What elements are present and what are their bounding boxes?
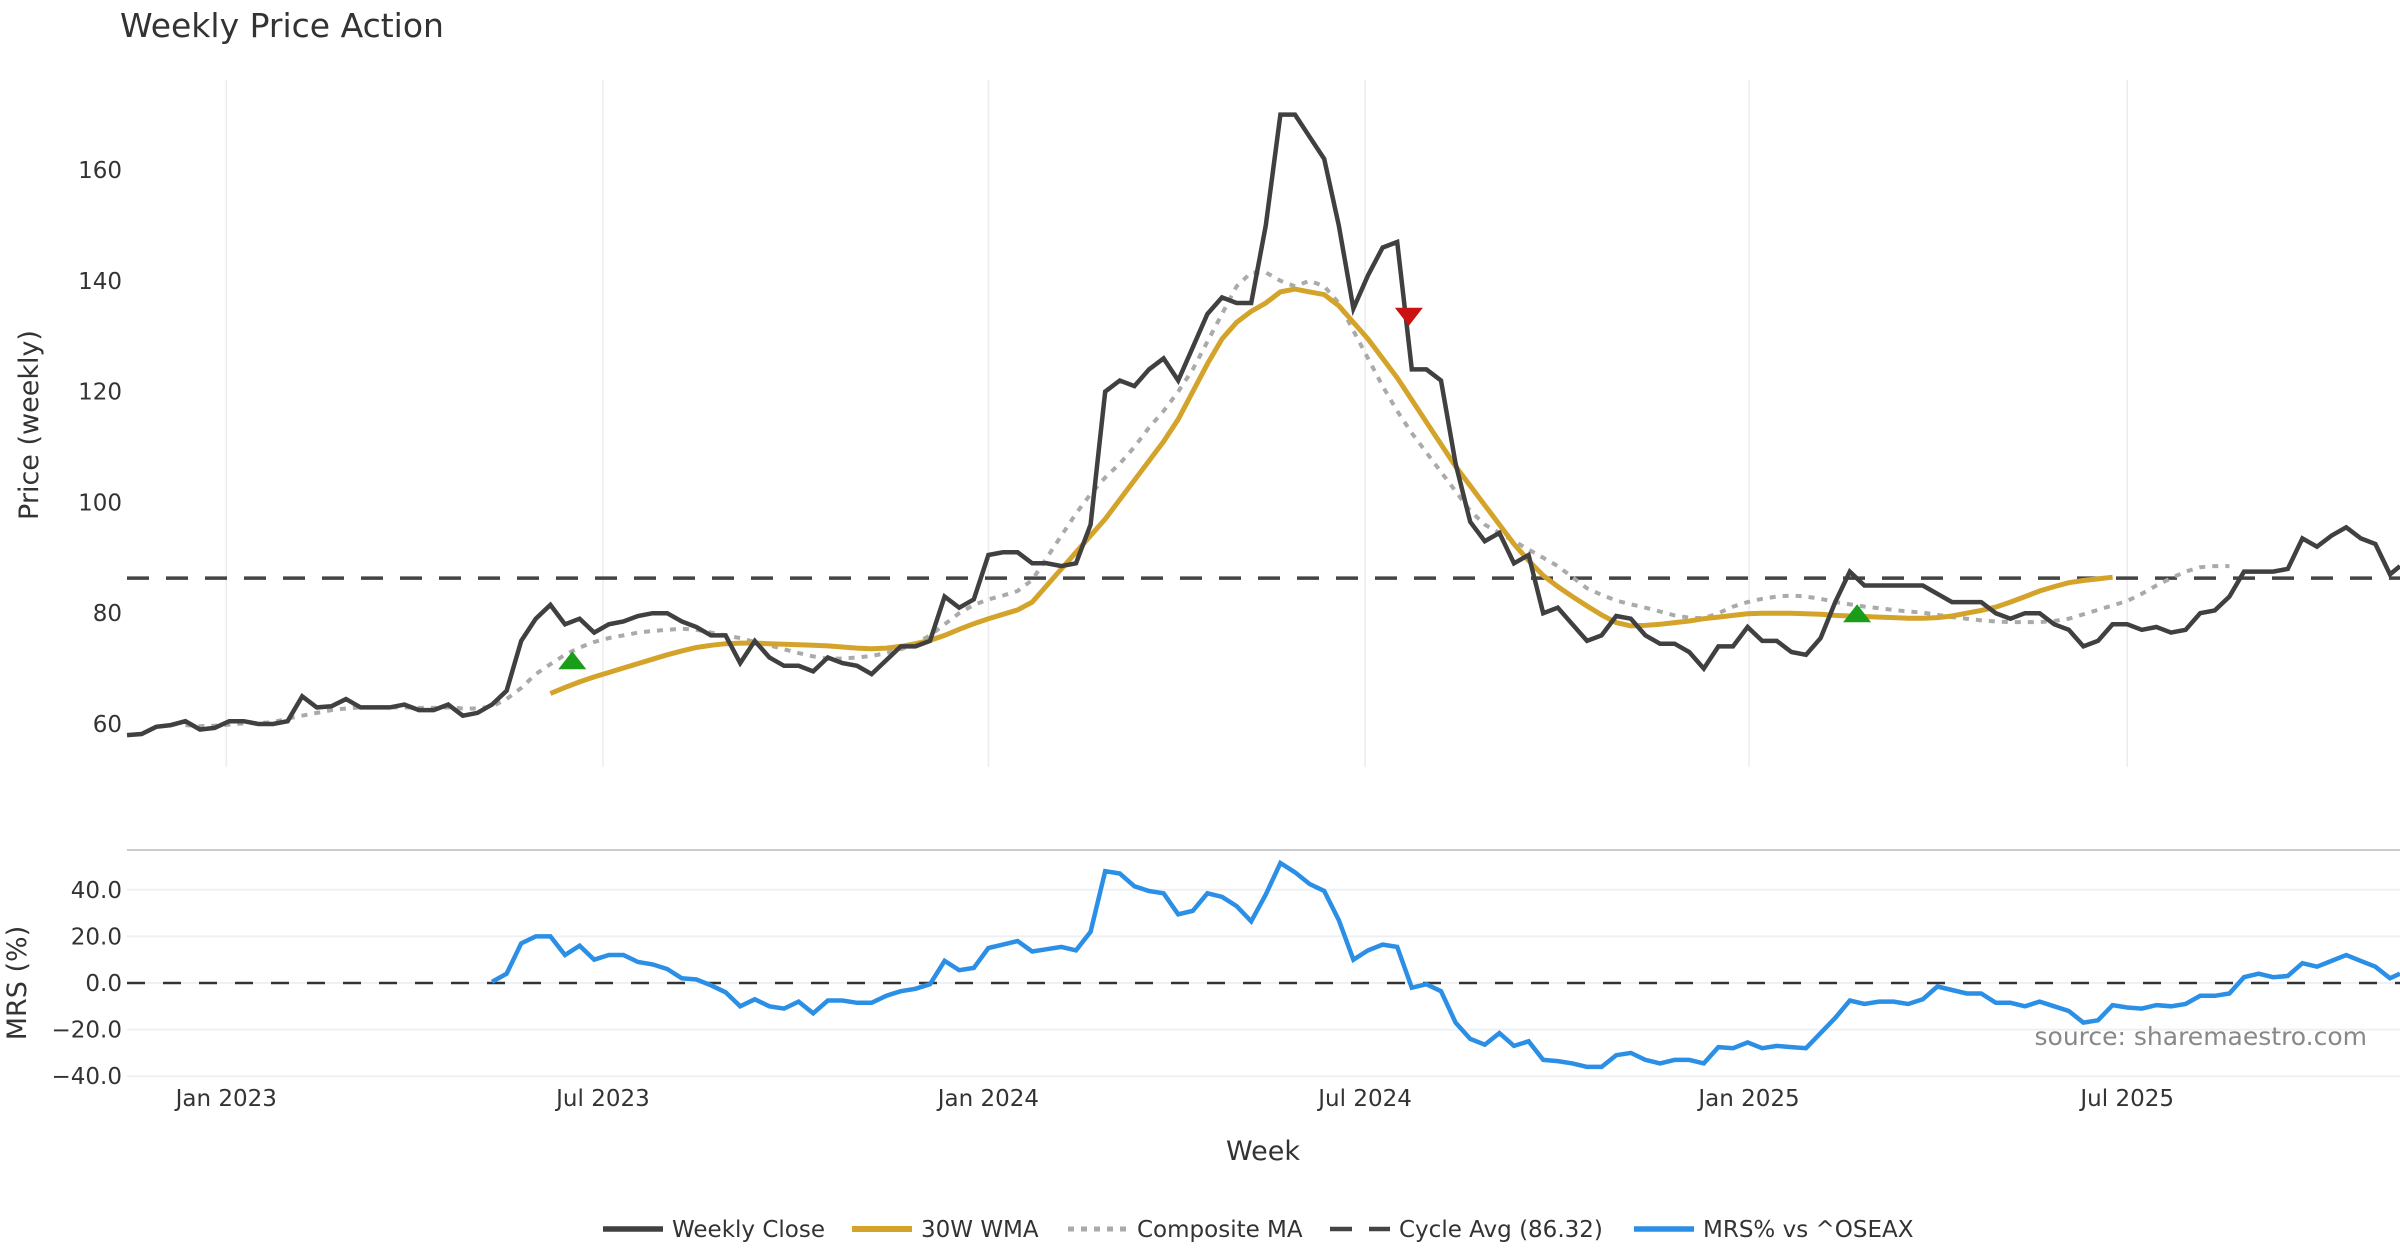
mrs-y-ticks: 40.0 20.0 0.0 −20.0 −40.0 (52, 878, 122, 1090)
legend-label-30w-wma: 30W WMA (921, 1217, 1039, 1243)
legend-label-weekly-close: Weekly Close (672, 1217, 825, 1243)
price-y-tick-label: 60 (93, 712, 122, 738)
chart-title: Weekly Price Action (120, 6, 444, 45)
mrs-y-tick-label: −40.0 (52, 1064, 122, 1090)
x-tick-label: Jan 2024 (936, 1086, 1039, 1112)
source-label: source: sharemaestro.com (2035, 1022, 2368, 1051)
series-30w-wma (549, 286, 2113, 696)
x-tick-label: Jan 2023 (174, 1086, 277, 1112)
price-y-tick-label: 80 (93, 601, 122, 627)
series-mrs-vs-oseax (490, 859, 2400, 1070)
price-axis-title: Price (weekly) (14, 330, 45, 520)
price-y-ticks: 60 80 100 120 140 160 (78, 158, 122, 738)
mrs-y-tick-label: −20.0 (52, 1018, 122, 1044)
mrs-axis-title: MRS (%) (2, 926, 33, 1041)
signals-layer (558, 307, 1872, 670)
mrs-y-tick-label: 20.0 (71, 924, 122, 950)
sell-signal-marker (1394, 307, 1423, 326)
x-tick-label: Jul 2023 (554, 1086, 650, 1112)
x-ticks: Jan 2023 Jul 2023 Jan 2024 Jul 2024 Jan 2025… (174, 1086, 2174, 1112)
legend: Weekly Close 30W WMA Composite MA Cycle Avg… (603, 1217, 1914, 1243)
x-tick-label: Jan 2025 (1696, 1086, 1799, 1112)
price-y-tick-label: 140 (78, 269, 122, 295)
price-y-tick-label: 120 (78, 380, 122, 406)
legend-label-composite-ma: Composite MA (1137, 1217, 1303, 1243)
series-layer (126, 112, 2400, 1070)
series-composite-ma (185, 270, 2230, 729)
x-tick-label: Jul 2025 (2078, 1086, 2174, 1112)
legend-label-mrs-vs-oseax: MRS% vs ^OSEAX (1703, 1217, 1914, 1243)
price-y-tick-label: 100 (78, 490, 122, 516)
series-weekly-close (126, 112, 2400, 738)
buy-signal-marker (558, 651, 587, 670)
x-tick-label: Jul 2024 (1316, 1086, 1412, 1112)
mrs-y-tick-label: 40.0 (71, 878, 122, 904)
mrs-y-tick-label: 0.0 (85, 971, 122, 997)
x-axis-title: Week (1226, 1136, 1300, 1167)
mrs-grid (127, 888, 2400, 1078)
legend-label-cycle-avg-86-32: Cycle Avg (86.32) (1399, 1217, 1603, 1243)
price-y-tick-label: 160 (78, 158, 122, 184)
buy-signal-marker (1843, 604, 1872, 623)
price-grid (225, 80, 2128, 767)
